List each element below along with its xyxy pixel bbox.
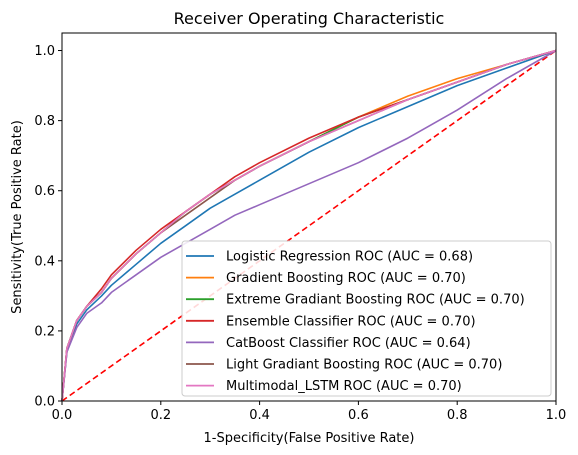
y-tick-label: 0.6: [34, 184, 55, 199]
x-tick-label: 0.2: [150, 408, 171, 423]
legend-label: Multimodal_LSTM ROC (AUC = 0.70): [226, 379, 462, 394]
legend-label: Light Gradiant Boosting ROC (AUC = 0.70): [226, 358, 502, 373]
legend-label: Logistic Regression ROC (AUC = 0.68): [226, 250, 473, 265]
y-axis-label: Sensitivity(True Positive Rate): [10, 120, 25, 314]
y-tick-label: 0.4: [34, 254, 55, 269]
x-axis-ticks: 0.0 0.2 0.4 0.6 0.8 1.0: [52, 401, 567, 423]
x-tick-label: 0.4: [249, 408, 270, 423]
y-axis-ticks: 0.0 0.2 0.4 0.6 0.8 1.0: [34, 44, 62, 410]
y-tick-label: 1.0: [34, 44, 55, 59]
reference-diagonal-line: [61, 49, 557, 402]
chart-title: Receiver Operating Characteristic: [174, 9, 445, 28]
reference-line-layer: [61, 49, 557, 402]
x-tick-label: 0.0: [52, 408, 73, 423]
series-layer: [61, 49, 557, 402]
series-line-0: [61, 49, 557, 402]
legend: Logistic Regression ROC (AUC = 0.68) Grad…: [181, 240, 552, 397]
legend-label: Gradient Boosting ROC (AUC = 0.70): [226, 271, 466, 286]
series-line-4: [61, 49, 557, 402]
y-tick-label: 0.0: [34, 395, 55, 410]
series-line-6: [61, 49, 557, 402]
legend-box: [181, 240, 552, 397]
x-tick-label: 0.8: [447, 408, 468, 423]
legend-label: Ensemble Classifier ROC (AUC = 0.70): [226, 314, 476, 329]
x-axis-label: 1-Specificity(False Positive Rate): [204, 431, 415, 446]
y-tick-label: 0.8: [34, 114, 55, 129]
y-tick-label: 0.2: [34, 324, 55, 339]
x-tick-label: 1.0: [546, 408, 567, 423]
plot-frame: [61, 32, 557, 402]
legend-label: CatBoost Classifier ROC (AUC = 0.64): [226, 336, 471, 351]
x-tick-label: 0.6: [348, 408, 369, 423]
legend-label: Extreme Gradiant Boosting ROC (AUC = 0.7…: [226, 293, 525, 308]
legend-items: Logistic Regression ROC (AUC = 0.68) Grad…: [186, 250, 525, 394]
